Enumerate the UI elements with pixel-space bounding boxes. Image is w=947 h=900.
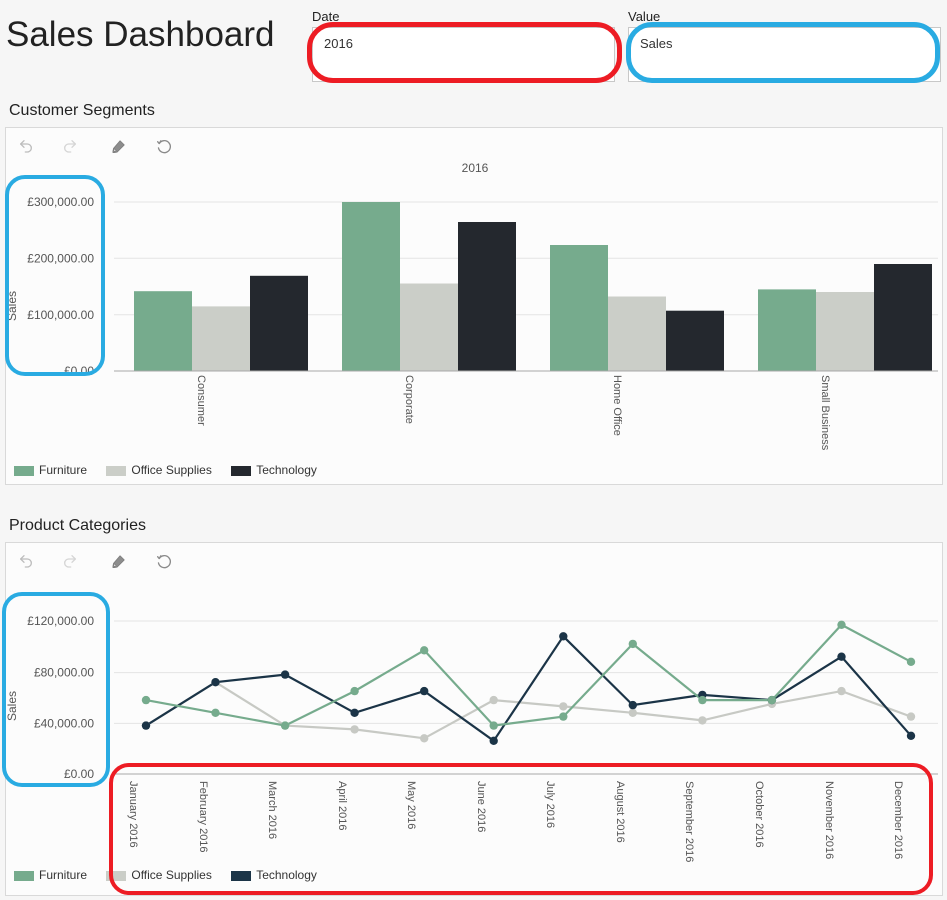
svg-text:£100,000.00: £100,000.00 [27,308,94,322]
svg-text:£120,000.00: £120,000.00 [27,614,94,628]
svg-text:£300,000.00: £300,000.00 [27,195,94,209]
svg-text:£40,000.00: £40,000.00 [34,716,94,730]
svg-text:£0.00: £0.00 [64,364,94,378]
svg-text:£80,000.00: £80,000.00 [34,666,94,680]
svg-text:£200,000.00: £200,000.00 [27,251,94,265]
svg-text:2016: 2016 [462,161,489,175]
